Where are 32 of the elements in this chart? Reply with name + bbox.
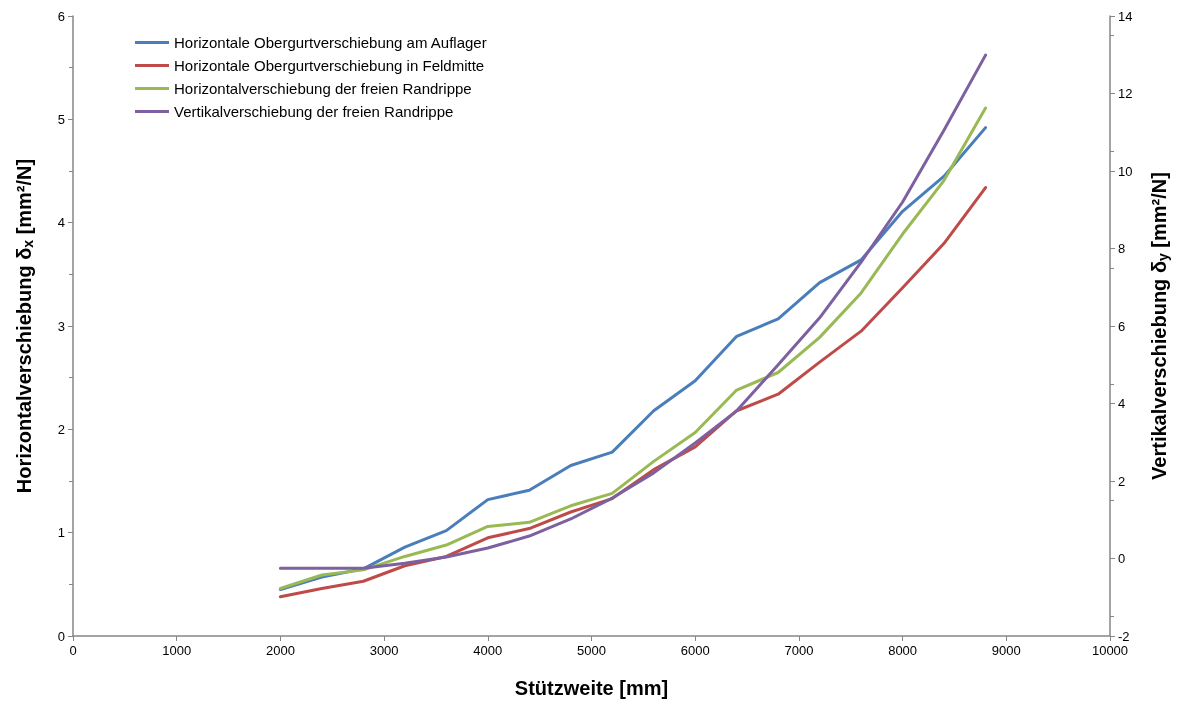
legend-label: Horizontale Obergurtverschiebung in Feldmitte [174, 57, 485, 74]
x-tick-label: 5000 [577, 643, 606, 658]
y2-tick-label: 4 [1118, 396, 1126, 411]
x-axis-title: Stützweite [mm] [514, 677, 669, 699]
x-tick-label: 2000 [265, 643, 295, 658]
x-tick-label: 4000 [473, 643, 503, 658]
x-tick-label: 9000 [991, 643, 1021, 658]
y2-tick-label: 6 [1118, 318, 1126, 334]
x-tick-label: 7000 [784, 643, 814, 658]
y2-tick-label: 10 [1118, 163, 1133, 179]
legend-label: Horizontale Obergurtverschiebung am Auflager [174, 34, 487, 51]
y2-tick-label: 0 [1118, 551, 1126, 566]
y2-tick-label: 12 [1118, 86, 1133, 101]
legend-label: Horizontalverschiebung der freien Randrippe [174, 80, 472, 97]
y-tick-label: 5 [57, 111, 65, 127]
x-tick-label: 1000 [162, 643, 192, 658]
x-tick-label: 10000 [1091, 643, 1129, 658]
y2-tick-label: 14 [1118, 8, 1133, 24]
y2-tick-label: 2 [1118, 473, 1126, 489]
y-tick-label: 3 [57, 318, 65, 334]
legend-label: Vertikalverschiebung der freien Randrippe [174, 103, 454, 120]
x-tick-label: 0 [69, 643, 77, 658]
y2-tick-label: -2 [1118, 628, 1130, 644]
x-tick-label: 8000 [888, 643, 918, 658]
y-tick-label: 0 [57, 628, 65, 644]
y2-tick-label: 8 [1118, 241, 1126, 256]
x-tick-label: 6000 [680, 643, 710, 658]
y-tick-label: 4 [57, 215, 65, 231]
y-tick-label: 1 [57, 525, 65, 541]
x-tick-label: 3000 [369, 643, 399, 658]
y-tick-label: 6 [57, 8, 65, 24]
y-tick-label: 2 [57, 421, 65, 437]
